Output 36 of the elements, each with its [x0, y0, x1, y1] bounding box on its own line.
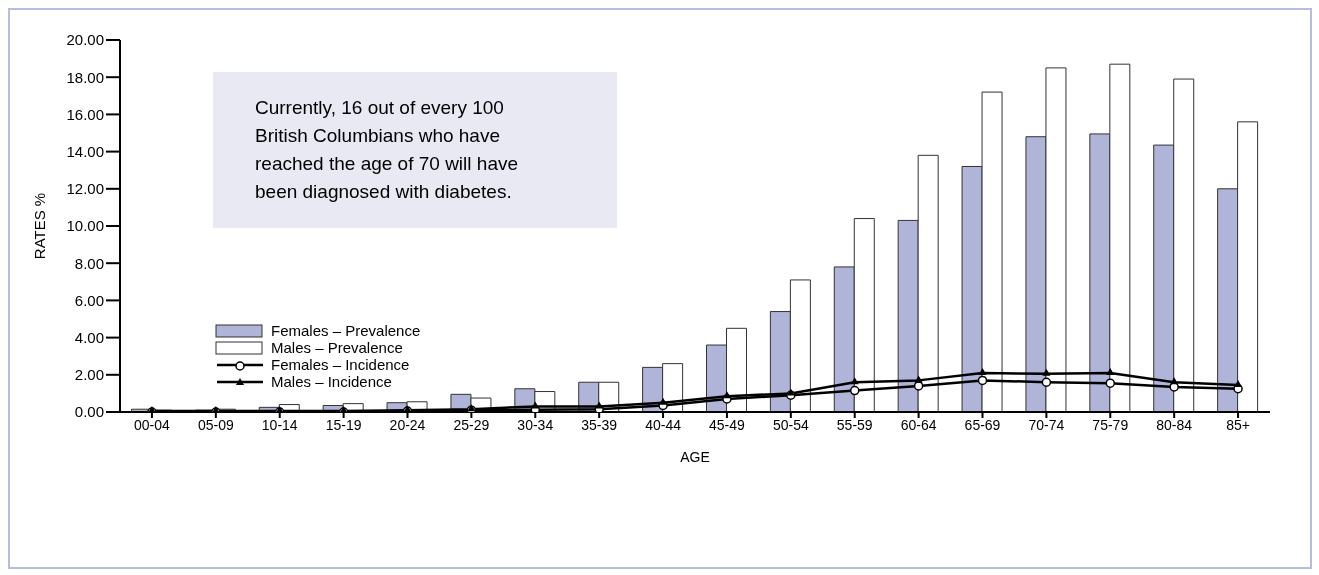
x-tick-label: 35-39 — [581, 416, 618, 433]
y-axis-title: RATES % — [31, 192, 49, 260]
x-axis-title: AGE — [680, 449, 710, 465]
legend-label: Females – Prevalence — [271, 322, 421, 339]
y-tick-label: 12.00 — [66, 180, 104, 198]
x-tick-label: 25-29 — [453, 416, 490, 433]
x-tick-label: 50-54 — [772, 416, 809, 433]
y-tick-label: 14.00 — [66, 142, 104, 160]
legend-label: Males – Prevalence — [271, 339, 403, 356]
x-tick-label: 30-34 — [517, 416, 554, 433]
x-tick-label: 15-19 — [325, 416, 362, 433]
y-tick-label: 6.00 — [74, 291, 104, 309]
x-tick-label: 70-74 — [1028, 416, 1065, 433]
note-box: Currently, 16 out of every 100 British Columbians who have reached the age of 70 will have been diagnosed with diabetes. — [213, 72, 617, 228]
y-tick-label: 16.00 — [66, 105, 104, 123]
y-tick-label: 8.00 — [74, 254, 104, 272]
x-tick-label: 45-49 — [709, 416, 746, 433]
legend-label: Females – Incidence — [271, 356, 410, 373]
x-tick-label: 75-79 — [1092, 416, 1129, 433]
x-tick-label: 00-04 — [134, 416, 171, 433]
x-tick-label: 85+ — [1226, 416, 1250, 433]
x-tick-label: 80-84 — [1156, 416, 1193, 433]
x-tick-label: 65-69 — [964, 416, 1001, 433]
y-tick-label: 0.00 — [74, 403, 104, 421]
x-tick-label: 40-44 — [645, 416, 682, 433]
y-tick-label: 20.00 — [66, 31, 104, 49]
x-tick-label: 10-14 — [261, 416, 298, 433]
legend-label: Males – Incidence — [271, 373, 392, 390]
x-tick-label: 60-64 — [900, 416, 937, 433]
y-tick-label: 10.00 — [66, 217, 104, 235]
y-tick-label: 4.00 — [74, 328, 104, 346]
x-tick-label: 05-09 — [197, 416, 234, 433]
y-tick-label: 18.00 — [66, 68, 104, 86]
x-tick-label: 20-24 — [389, 416, 426, 433]
y-tick-label: 2.00 — [74, 366, 104, 384]
x-tick-label: 55-59 — [836, 416, 873, 433]
